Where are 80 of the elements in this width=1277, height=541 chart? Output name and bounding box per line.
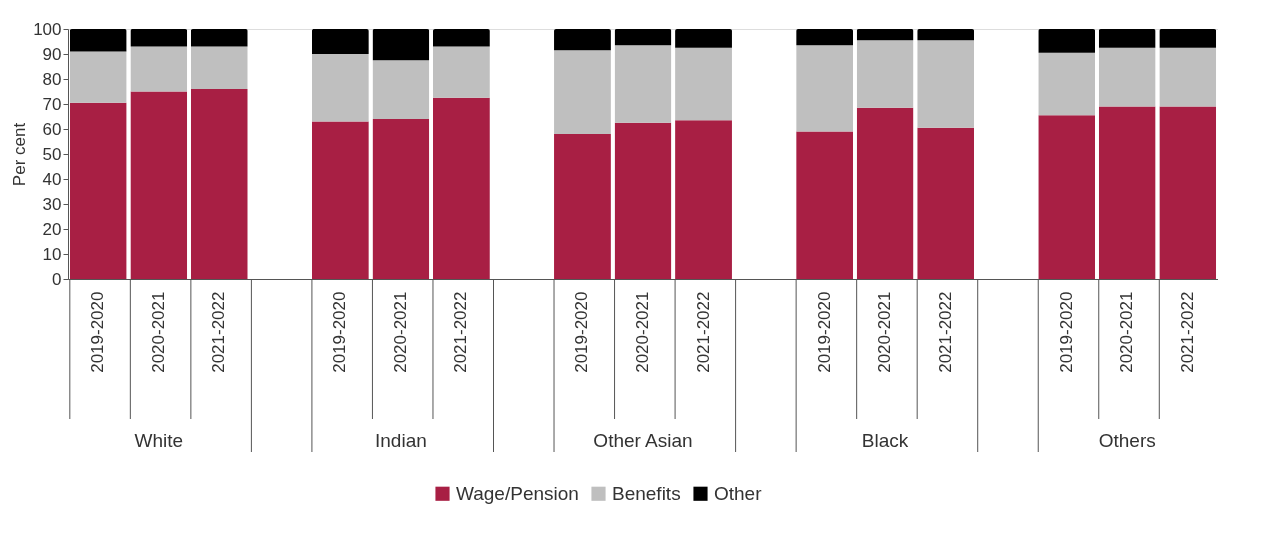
- y-tick-label: 80: [42, 69, 62, 89]
- bar: [554, 50, 611, 134]
- x-tick-label: 2020-2021: [390, 291, 410, 373]
- text: Other Asian: [593, 430, 693, 451]
- bar: [614, 45, 672, 123]
- bar: [856, 107, 914, 279]
- bar: [856, 29, 914, 41]
- bar: [1038, 29, 1096, 53]
- bar: [130, 29, 188, 47]
- x-tick-label: 2021-2022: [935, 291, 955, 373]
- x-tick-label: 2019-2020: [88, 291, 108, 373]
- y-tick-label: 100: [33, 19, 62, 39]
- y-tick-label: 60: [42, 119, 62, 139]
- bar: [311, 121, 369, 279]
- x-tick-label: 2021-2022: [693, 291, 713, 373]
- x-tick-label: 2019-2020: [330, 291, 350, 373]
- bar: [69, 51, 127, 103]
- text: Black: [861, 430, 909, 451]
- x-tick-label: 2021-2022: [451, 291, 471, 373]
- x-tick-label: 2019-2020: [572, 291, 592, 373]
- bar: [130, 91, 188, 279]
- bar: [1098, 47, 1156, 107]
- bar: [1038, 115, 1096, 279]
- bar: [554, 134, 611, 279]
- bar: [675, 29, 732, 48]
- y-tick-label: 30: [42, 194, 62, 214]
- bar: [130, 46, 188, 92]
- bar: [372, 60, 430, 119]
- bar: [614, 122, 672, 279]
- bar: [69, 29, 127, 52]
- y-tick-label: 40: [42, 169, 62, 189]
- bar: [432, 29, 490, 47]
- y-tick-label: 70: [42, 94, 62, 114]
- bar: [1098, 106, 1156, 279]
- bar: [614, 29, 672, 46]
- x-tick-label: 2020-2021: [633, 291, 652, 373]
- bar: [190, 89, 248, 279]
- y-axis-title: Per cent: [10, 122, 30, 187]
- bar: [1159, 29, 1217, 48]
- bar: [432, 97, 490, 279]
- bar: [372, 29, 430, 61]
- bar: [190, 29, 248, 47]
- x-tick-label: 2021-2022: [209, 291, 229, 373]
- legend-label: Wage/Pension: [456, 482, 579, 504]
- bar: [554, 29, 611, 51]
- bar: [1159, 106, 1217, 279]
- y-tick-label: 20: [42, 219, 62, 239]
- text: Others: [1098, 430, 1156, 451]
- bar: [796, 29, 854, 46]
- x-tick-label: 2020-2021: [875, 291, 895, 373]
- bar: [69, 102, 127, 279]
- x-tick-label: 2019-2020: [814, 291, 834, 373]
- bar: [1038, 52, 1096, 116]
- bar: [917, 127, 975, 279]
- bar: [432, 46, 490, 98]
- bar: [190, 46, 248, 89]
- bar: [796, 131, 854, 279]
- bar: [917, 40, 975, 128]
- x-tick-label: 2019-2020: [1056, 291, 1076, 373]
- legend-label: Other: [714, 482, 763, 504]
- y-tick-label: 0: [52, 269, 62, 289]
- bar: [796, 45, 854, 132]
- x-tick-label: 2020-2021: [1117, 291, 1137, 373]
- bar: [675, 120, 732, 279]
- y-tick-label: 10: [42, 244, 62, 264]
- text: White: [134, 430, 184, 451]
- x-tick-label: 2021-2022: [1177, 291, 1197, 373]
- bar: [917, 29, 975, 41]
- bar: [311, 29, 369, 54]
- y-tick-label: 90: [42, 44, 62, 64]
- bar: [311, 54, 369, 122]
- bar: [675, 47, 732, 121]
- y-tick-label: 50: [42, 144, 62, 164]
- bar: [856, 40, 914, 108]
- bar: [1159, 47, 1217, 107]
- bar: [1098, 29, 1156, 48]
- x-tick-label: 2020-2021: [148, 291, 168, 373]
- legend-label: Benefits: [612, 482, 681, 504]
- text: Indian: [375, 430, 427, 451]
- bar: [372, 119, 430, 279]
